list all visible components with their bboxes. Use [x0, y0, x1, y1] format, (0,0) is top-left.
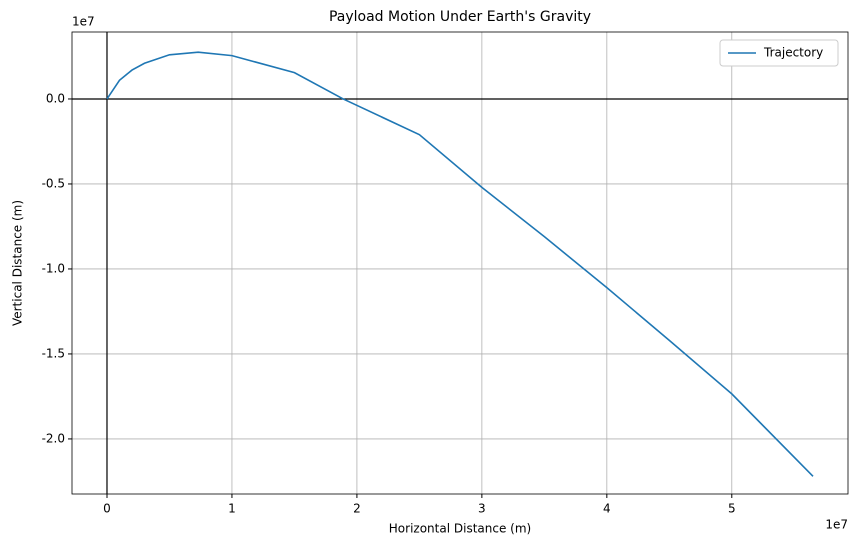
x-tick-label: 4 — [603, 502, 611, 516]
x-tick-label: 1 — [228, 502, 236, 516]
y-axis-label: Vertical Distance (m) — [11, 200, 25, 326]
plot-frame — [71, 31, 849, 495]
y-tick-label: -0.5 — [42, 176, 65, 190]
y-tick-label: 0.0 — [46, 91, 65, 105]
y-tick-label: -1.5 — [42, 346, 65, 360]
y-tick-label: -1.0 — [42, 261, 65, 275]
x-tick-label: 3 — [478, 502, 486, 516]
x-axis-label: Horizontal Distance (m) — [389, 522, 531, 536]
x-offset-label: 1e7 — [825, 518, 848, 532]
legend-box — [719, 39, 839, 67]
y-tick-label: -2.0 — [42, 431, 65, 445]
x-tick-label: 5 — [728, 502, 736, 516]
x-tick-label: 0 — [103, 502, 111, 516]
y-offset-label: 1e7 — [72, 15, 95, 29]
x-tick-label: 2 — [353, 502, 361, 516]
legend-label: Trajectory — [763, 46, 823, 60]
trajectory-line — [106, 51, 814, 477]
chart-title: Payload Motion Under Earth's Gravity — [329, 9, 591, 25]
